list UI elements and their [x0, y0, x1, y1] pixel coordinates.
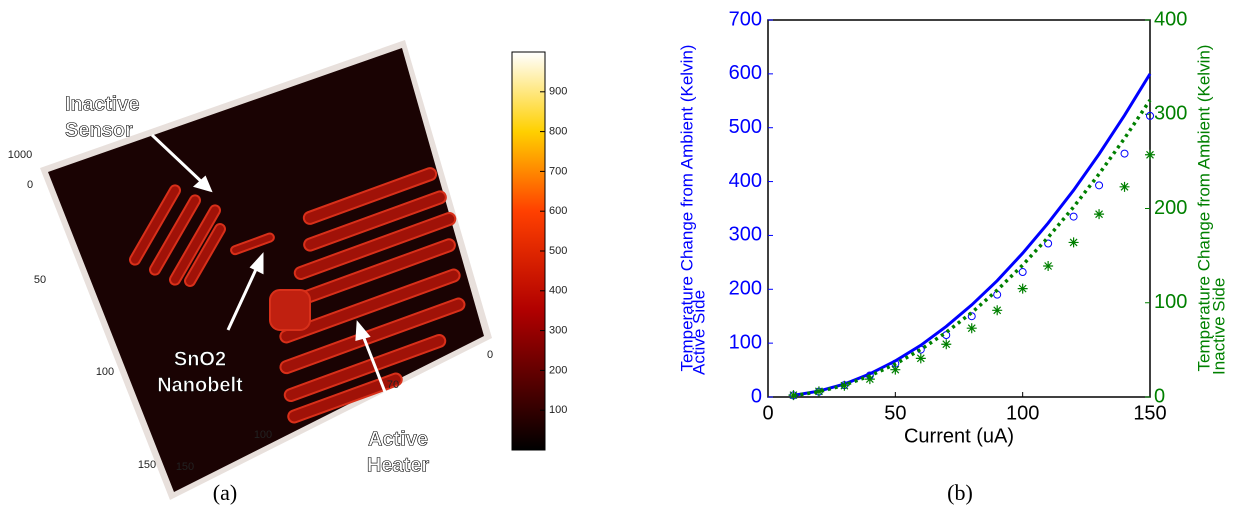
colorbar-tick-label: 500 — [549, 245, 567, 257]
series-line — [793, 73, 1152, 397]
y-tick-label: 600 — [729, 62, 762, 84]
data-point — [1017, 283, 1028, 294]
annotation: Inactive — [65, 93, 139, 115]
caption: (b) — [947, 480, 973, 505]
arrows — [150, 133, 387, 393]
data-point — [1018, 268, 1027, 277]
colorbar-tick-label: 400 — [549, 285, 567, 297]
data-point — [1119, 181, 1130, 192]
data-point — [1043, 260, 1054, 271]
caption: (a) — [213, 480, 237, 505]
data-point — [915, 353, 926, 364]
colorbar-tick-label: 900 — [549, 86, 567, 98]
y-tick-label: 500 — [729, 116, 762, 138]
data-point — [1095, 181, 1104, 190]
y-tick-label: 100 — [729, 331, 762, 353]
image-tick-label: 150 — [138, 459, 156, 471]
annotation: Active — [368, 428, 428, 450]
image-tick-label: 150 — [176, 461, 194, 473]
colorbar — [511, 51, 546, 451]
image-tick-label: 0 — [487, 349, 493, 361]
y2-tick-label: 300 — [1154, 103, 1187, 125]
data-point — [1120, 149, 1129, 158]
y-tick-label: 700 — [729, 8, 762, 30]
y2-tick-label: 100 — [1154, 291, 1187, 313]
y-tick-label: 300 — [729, 224, 762, 246]
annotation: Heater — [367, 454, 429, 476]
data-point — [992, 305, 1003, 316]
annotation: Sensor — [65, 119, 133, 141]
y2-axis-label: Temperature Change from Ambient (Kelvin) — [1194, 45, 1213, 372]
image-tick-label: 50 — [34, 274, 46, 286]
data-point — [839, 380, 850, 391]
x-tick-label: 50 — [884, 402, 906, 424]
y-tick-label: 0 — [751, 385, 762, 407]
data-point — [941, 339, 952, 350]
colorbar-tick-label: 200 — [549, 364, 567, 376]
colorbar-tick-label: 700 — [549, 165, 567, 177]
y2-axis-label: Inactive Side — [1209, 278, 1228, 375]
data-point — [1068, 237, 1079, 248]
hot-stripes — [129, 167, 466, 424]
x-axis-label: Current (uA) — [904, 425, 1014, 447]
image-tick-label: 1000 — [8, 149, 32, 161]
colorbar-tick-label: 800 — [549, 126, 567, 138]
data-point — [1069, 212, 1078, 221]
data-point — [813, 386, 824, 397]
data-point — [1146, 111, 1154, 120]
y-tick-label: 400 — [729, 170, 762, 192]
data-point — [1145, 149, 1155, 160]
y-tick-label: 200 — [729, 278, 762, 300]
y2-tick-label: 400 — [1154, 8, 1187, 30]
colorbar-tick-label: 300 — [549, 325, 567, 337]
colorbar-tick-label: 600 — [549, 205, 567, 217]
y2-tick-label: 0 — [1154, 385, 1165, 407]
annotation: SnO2 — [174, 348, 226, 370]
image-tick-label: 0 — [27, 179, 33, 191]
thermal-image — [40, 40, 492, 500]
data-point — [1044, 239, 1053, 248]
y-axis-label: Active Side — [689, 290, 708, 375]
image-tick-label: 70 — [387, 379, 399, 391]
x-tick-label: 0 — [762, 402, 773, 424]
data-point — [890, 364, 901, 375]
image-tick-label: 100 — [254, 429, 272, 441]
data-point — [788, 390, 799, 401]
data-point — [1094, 209, 1105, 220]
data-point — [966, 323, 977, 334]
y2-tick-label: 200 — [1154, 197, 1187, 219]
plot-frame — [767, 19, 1151, 398]
series-line — [793, 99, 1152, 398]
data-point — [864, 374, 875, 385]
colorbar-tick-label: 100 — [549, 404, 567, 416]
data-point — [967, 312, 976, 321]
y-axis-label: Temperature Change from Ambient (Kelvin) — [677, 45, 696, 372]
image-tick-label: 100 — [96, 366, 114, 378]
x-tick-label: 150 — [1133, 402, 1166, 424]
annotation: Nanobelt — [157, 374, 243, 396]
x-tick-label: 100 — [1006, 402, 1039, 424]
